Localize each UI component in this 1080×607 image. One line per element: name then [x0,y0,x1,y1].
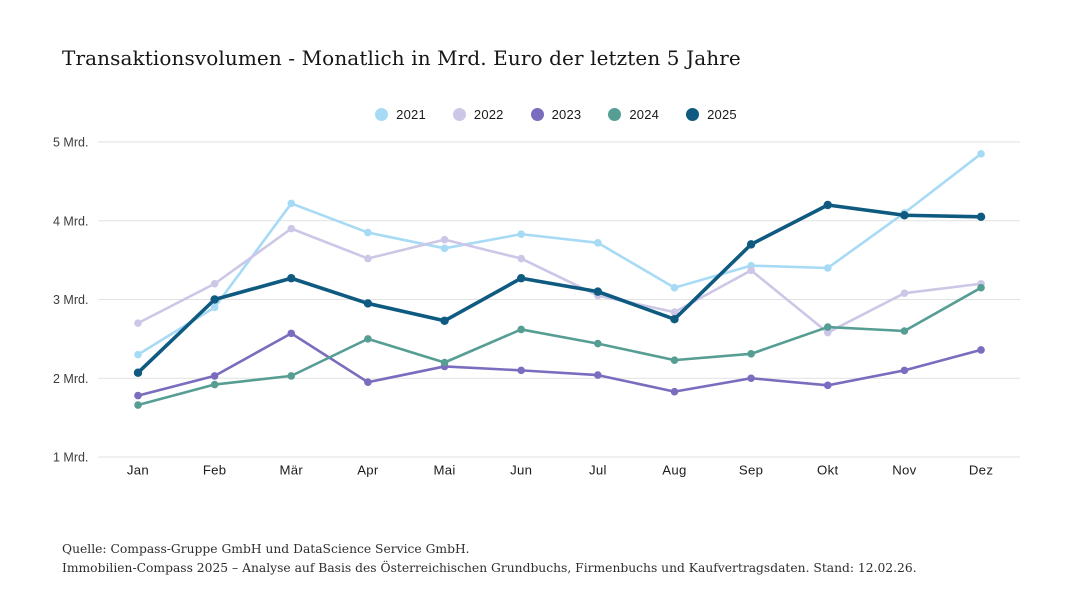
series-point-2025-Jan [133,368,143,377]
series-point-2021-Mär [287,199,296,208]
series-point-2022-Apr [364,254,372,263]
series-point-2024-Aug [670,356,679,364]
chart-legend: 2021 2022 2023 2024 2025 [16,107,1080,122]
series-point-2025-Apr [363,299,373,308]
series-point-2022-Mär [287,224,296,233]
x-axis-label-Jun: Jun [510,463,532,478]
series-point-2022-Aug [670,308,679,316]
y-axis-label: 5 Mrd. [53,136,88,150]
series-point-2021-Okt [823,264,832,272]
line-chart-plot-area: 1 Mrd. 2 Mrd. 3 Mrd. 4 Mrd. 5 Mrd. Jan Feb Mär A… [53,136,1020,478]
series-point-2023-Jan [134,391,142,400]
legend-item-2024[interactable]: 2024 [608,107,659,122]
series-point-2024-Nov [900,327,909,335]
series-point-2022-Jan [134,319,142,327]
legend-dot-2023 [530,108,544,121]
chart-title: Transaktionsvolumen - Monatlich in Mrd. … [62,46,741,70]
series-point-2024-Okt [823,323,832,331]
y-axis-label: 2 Mrd. [53,372,88,386]
x-axis-label-Mai: Mai [433,463,455,478]
x-axis-label-Sep: Sep [739,463,763,478]
series-point-2025-Mai [440,316,449,325]
series-point-2024-Jun [517,325,525,334]
x-axis-label-Mär: Mär [279,463,303,478]
series-point-2021-Dez [977,150,985,158]
series-point-2025-Aug [670,314,679,324]
series-point-2023-Mär [287,329,296,338]
series-point-2023-Okt [823,381,832,390]
series-line-2022 [136,227,983,334]
series-line-2024 [136,286,983,407]
legend-item-2025[interactable]: 2025 [686,107,737,122]
series-point-2022-Mai [440,235,449,244]
series-point-2021-Jul [594,239,602,247]
legend-label: 2024 [629,107,660,122]
series-line-2025 [136,203,983,375]
x-axis-label-Aug: Aug [662,463,686,478]
series-point-2024-Feb [210,380,219,389]
x-axis-label-Jan: Jan [127,463,149,478]
series-point-2024-Mai [440,358,449,367]
series-point-2022-Sep [747,266,755,275]
legend-label: 2021 [396,107,426,122]
x-axis-label-Okt: Okt [817,463,838,478]
series-point-2021-Jun [517,230,525,238]
legend-label: 2022 [473,107,504,122]
legend-item-2023[interactable]: 2023 [530,107,582,122]
series-point-2022-Feb [210,279,219,288]
series-point-2024-Mär [287,372,296,380]
x-axis-label-Jul: Jul [589,463,607,478]
source-line-1: Quelle: Compass-Gruppe GmbH und DataScie… [62,542,470,556]
series-point-2023-Nov [900,366,909,375]
legend-label: 2025 [707,107,737,122]
series-point-2023-Aug [670,387,679,396]
series-point-2025-Jun [517,274,526,283]
series-point-2023-Jun [517,366,525,375]
legend-item-2022[interactable]: 2022 [452,107,504,122]
series-point-2022-Okt [823,328,832,337]
legend-dot-2021 [375,108,389,121]
x-axis-label-Feb: Feb [203,463,227,478]
legend-dot-2022 [452,108,466,121]
source-line-2: Immobilien-Compass 2025 – Analyse auf Ba… [62,561,917,575]
series-point-2025-Sep [746,240,756,249]
series-point-2025-Okt [823,200,832,210]
series-point-2024-Sep [747,350,755,358]
series-point-2022-Nov [900,289,909,298]
series-point-2021-Apr [364,228,372,237]
series-point-2024-Apr [364,335,372,343]
series-line-2021 [136,152,983,356]
x-axis-label-Apr: Apr [357,463,379,478]
legend-dot-2024 [608,108,622,121]
y-axis-label: 4 Mrd. [53,214,88,228]
series-point-2022-Jun [517,254,525,263]
series-point-2025-Feb [210,295,219,304]
legend-dot-2025 [686,108,700,121]
series-point-2023-Feb [210,372,219,380]
series-point-2023-Dez [977,346,985,354]
series-point-2021-Mai [440,244,449,253]
series-point-2023-Jul [594,371,602,379]
series-line-2023 [136,332,983,397]
series-point-2021-Jan [134,350,142,359]
chart-footer: Quelle: Compass-Gruppe GmbH und DataScie… [62,540,917,578]
legend-item-2021[interactable]: 2021 [375,107,426,122]
series-point-2024-Jan [134,401,142,409]
series-point-2025-Dez [976,212,986,222]
x-axis-label-Dez: Dez [969,463,993,478]
y-axis-label: 3 Mrd. [53,293,88,307]
x-axis-label-Nov: Nov [892,463,916,478]
y-axis-label: 1 Mrd. [53,451,88,465]
series-point-2025-Jul [593,287,603,296]
series-point-2023-Sep [747,374,755,383]
series-point-2024-Jul [594,339,602,348]
series-point-2023-Apr [364,378,372,386]
series-point-2025-Mär [287,274,296,283]
series-point-2021-Aug [670,283,679,292]
series-point-2021-Feb [210,303,219,312]
legend-label: 2023 [551,107,582,122]
series-point-2025-Nov [900,211,909,220]
series-point-2024-Dez [977,283,985,292]
